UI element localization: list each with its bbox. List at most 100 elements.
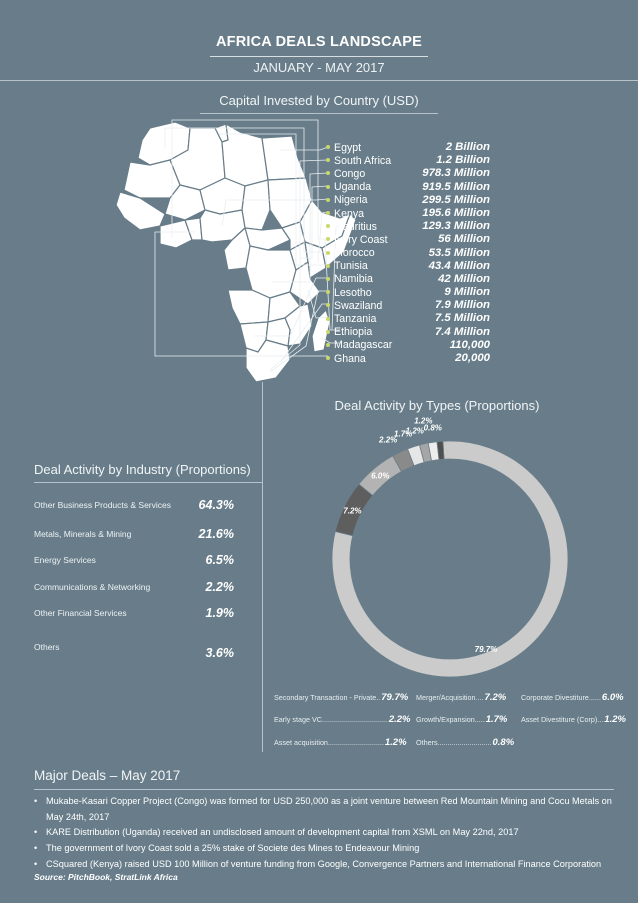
- capital-value: 53.5 Million: [428, 246, 490, 259]
- bullet-icon: •: [34, 827, 38, 837]
- country-name: Mauritius: [334, 220, 377, 233]
- types-legend-item: Others........................... 0.8%: [416, 737, 514, 748]
- country-row: Swaziland: [334, 299, 504, 312]
- industry-label: Other Business Products & Services: [34, 500, 172, 510]
- country-marker-dot: [326, 316, 330, 321]
- country-row: Morocco: [334, 247, 504, 260]
- capital-value: 110,000: [449, 338, 490, 351]
- industry-label: Other Financial Services: [34, 608, 127, 618]
- country-list: Egypt South Africa Congo Uganda Nigeria …: [334, 141, 504, 365]
- legend-label: Growth/Expansion.....: [416, 715, 485, 724]
- country-row: Kenya: [334, 207, 504, 220]
- donut-data-label: 2.2%: [378, 435, 397, 444]
- donut-data-label: 1.7%: [394, 429, 412, 438]
- legend-value: 7.2%: [484, 692, 507, 703]
- types-legend-item: Growth/Expansion..... 1.7%: [416, 714, 507, 725]
- industry-label: Energy Services: [34, 555, 96, 565]
- capital-value: 1.2 Billion: [436, 154, 490, 167]
- region-libya: [221, 123, 269, 187]
- region-angola: [227, 289, 271, 325]
- capital-value: 2 Billion: [445, 141, 490, 153]
- title-divider: [210, 56, 428, 57]
- country-marker-dot: [326, 224, 330, 229]
- legend-value: 2.2%: [388, 714, 411, 725]
- types-legend-item: Secondary Transaction - Private.. 79.7%: [274, 692, 408, 703]
- industry-section-title: Deal Activity by Industry (Proportions): [34, 462, 251, 477]
- country-marker-dot: [326, 356, 330, 361]
- industry-row: Energy Services 6.5%: [34, 553, 234, 567]
- capital-section-title: Capital Invested by Country (USD): [219, 93, 419, 108]
- region-south-africa: [245, 339, 291, 383]
- country-name: Madagascar: [334, 339, 393, 352]
- country-name: Lesotho: [334, 286, 372, 299]
- country-row: Madagascar: [334, 339, 504, 352]
- bullet-icon: •: [34, 843, 38, 853]
- donut-slice: [331, 440, 569, 678]
- donut-data-label: 1.2%: [406, 426, 424, 435]
- industry-title-divider: [34, 482, 262, 483]
- country-row: Lesotho: [334, 286, 504, 299]
- capital-value: 9 Million: [444, 286, 490, 299]
- country-marker-dot: [326, 263, 330, 268]
- deal-text: Mukabe-Kasari Copper Project (Congo) was…: [46, 796, 612, 822]
- legend-label: Asset acquisition.......................…: [274, 738, 384, 747]
- country-name: Ivory Coast: [334, 233, 388, 246]
- country-marker-dot: [326, 184, 330, 189]
- page-title: AFRICA DEALS LANDSCAPE: [215, 34, 423, 50]
- types-section-title: Deal Activity by Types (Proportions): [334, 398, 540, 413]
- industry-row: Other Financial Services 1.9%: [34, 606, 234, 620]
- donut-data-label: 6.0%: [371, 471, 389, 480]
- region-botswana: [265, 317, 291, 347]
- country-marker-dot: [326, 277, 330, 281]
- country-row: Mauritius: [334, 220, 504, 233]
- capital-value: 129.3 Million: [422, 220, 490, 233]
- legend-label: Corporate Divestiture......: [521, 693, 601, 702]
- capital-value: 56 Million: [438, 233, 490, 246]
- legend-value: 1.2%: [384, 737, 407, 748]
- country-name: Ghana: [334, 352, 366, 365]
- donut-data-label: 0.8%: [424, 423, 442, 432]
- capital-value: 7.9 Million: [434, 299, 490, 312]
- region-somalia: [321, 213, 357, 269]
- country-marker-dot: [326, 250, 330, 255]
- capital-value: 7.4 Million: [434, 325, 490, 338]
- country-name: Morocco: [334, 247, 375, 260]
- deal-text: The government of Ivory Coast sold a 25%…: [46, 843, 420, 853]
- capital-value: 919.5 Million: [422, 180, 490, 193]
- country-row: Egypt: [334, 141, 504, 154]
- industry-label: Others: [34, 642, 60, 652]
- major-deals-title: Major Deals – May 2017: [34, 768, 181, 783]
- donut-data-label: 7.2%: [343, 506, 361, 515]
- country-marker-dot: [326, 158, 330, 163]
- capital-value-list: 2 Billion 1.2 Billion 978.3 Million 919.…: [380, 141, 490, 365]
- types-legend-item: Asset Divestiture (Corp)... 1.2%: [521, 714, 626, 725]
- types-legend-item: Early stage VC..........................…: [274, 714, 411, 725]
- country-name: South Africa: [334, 154, 392, 167]
- country-marker-dot: [326, 303, 330, 308]
- capital-value: 20,000: [455, 352, 490, 364]
- country-row: Tunisia: [334, 260, 504, 273]
- legend-value: 6.0%: [601, 692, 624, 703]
- region-senegal: [115, 191, 166, 231]
- industry-row: Metals, Minerals & Mining 21.6%: [34, 527, 234, 541]
- legend-label: Asset Divestiture (Corp)...: [521, 715, 604, 724]
- bullet-icon: •: [34, 796, 38, 806]
- types-donut-chart: 79.7% 7.2% 6.0% 2.2%1.7%1.2%1.2%0.8%: [331, 417, 569, 678]
- country-marker-dot: [326, 197, 330, 202]
- donut-data-label: 1.2%: [414, 417, 432, 426]
- capital-value: 299.5 Million: [422, 193, 490, 206]
- industry-row: Communications & Networking 2.2%: [34, 580, 234, 594]
- legend-label: Early stage VC..........................…: [274, 715, 388, 724]
- legend-value: 79.7%: [381, 692, 409, 703]
- country-marker-dot: [326, 145, 330, 149]
- country-name: Tunisia: [334, 260, 368, 273]
- deal-item: • Mukabe-Kasari Copper Project (Congo) wa…: [34, 794, 614, 825]
- country-marker-dot: [326, 290, 330, 295]
- source-note: Source: PitchBook, StratLink Africa: [34, 872, 178, 882]
- legend-label: Secondary Transaction - Private..: [274, 693, 381, 702]
- country-row: Congo: [334, 167, 504, 180]
- industry-label: Communications & Networking: [34, 582, 151, 592]
- industry-row: Other Business Products & Services 64.3%: [34, 498, 234, 512]
- region-madagascar: [311, 309, 331, 353]
- legend-value: 1.7%: [485, 714, 508, 725]
